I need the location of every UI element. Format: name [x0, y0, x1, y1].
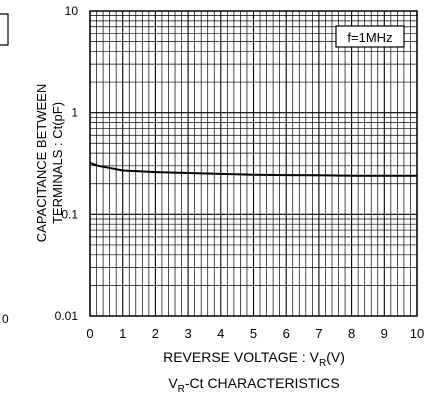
- x-tick-label: 5: [250, 326, 257, 341]
- legend-box: [335, 25, 405, 48]
- x-tick-label: 10: [410, 326, 424, 341]
- x-tick-label: 0: [86, 326, 93, 341]
- y-tick-label: 0.1: [61, 207, 78, 221]
- left-edge-fragment-label: 0: [2, 312, 9, 326]
- x-axis-label: REVERSE VOLTAGE : VR(V): [163, 349, 345, 369]
- y-tick-labels: 10 1 0.1 0.01: [55, 4, 79, 323]
- x-tick-label: 1: [119, 326, 126, 341]
- x-tick-label: 6: [283, 326, 290, 341]
- legend: f=1MHz: [335, 25, 405, 48]
- y-tick-label: 1: [71, 106, 78, 120]
- x-tick-label: 9: [381, 326, 388, 341]
- left-edge-fragment: 0: [0, 13, 9, 326]
- y-axis-label-line2: TERMINALS : Ct(pF): [50, 102, 65, 224]
- y-axis-label-line1: CAPACITANCE BETWEEN: [34, 84, 49, 242]
- x-tick-label: 2: [152, 326, 159, 341]
- x-tick-label: 4: [217, 326, 224, 341]
- x-tick-label: 7: [315, 326, 322, 341]
- y-tick-label: 10: [65, 4, 79, 18]
- chart-caption: VR-Ct CHARACTERISTICS: [168, 375, 339, 395]
- y-tick-label: 0.01: [55, 309, 79, 323]
- series-line-capacitance: [89, 162, 417, 177]
- legend-frequency-label: f=1MHz: [347, 30, 392, 45]
- x-tick-label: 3: [184, 326, 191, 341]
- x-tick-labels: 0 1 2 3 4 5 6 7 8 9 10: [86, 326, 424, 341]
- x-tick-label: 8: [348, 326, 355, 341]
